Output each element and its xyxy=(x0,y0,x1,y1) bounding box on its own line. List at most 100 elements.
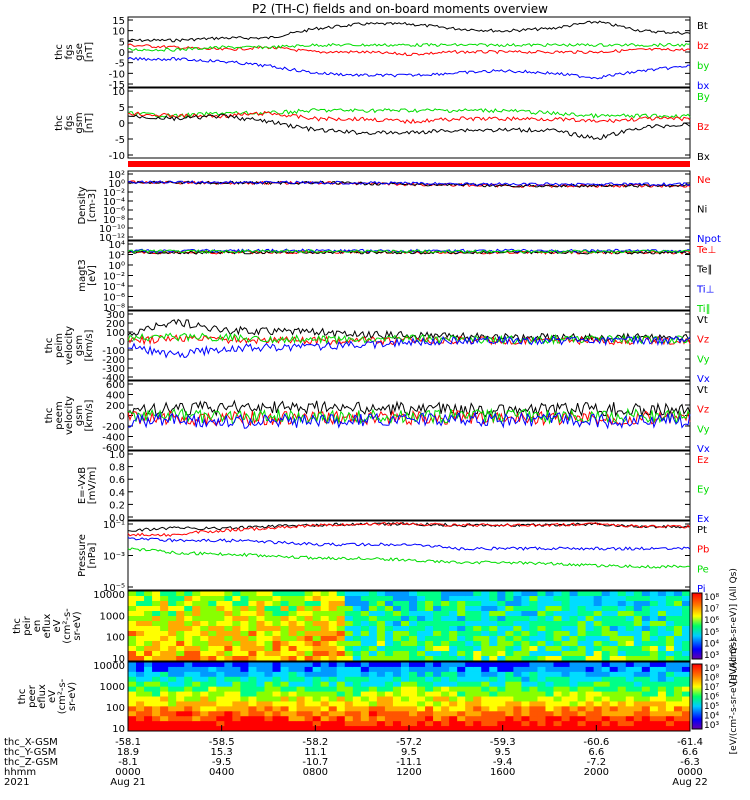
spec-cell xyxy=(272,656,282,662)
spec-cell xyxy=(521,646,530,652)
spec-cell xyxy=(224,666,233,673)
spec-cell xyxy=(425,621,434,627)
spec-cell xyxy=(681,676,691,683)
spec-cell xyxy=(248,616,257,622)
spec-cell xyxy=(465,651,474,657)
spec-cell xyxy=(569,696,579,702)
spec-cell xyxy=(409,611,418,617)
spec-cell xyxy=(152,671,161,678)
spec-cell xyxy=(264,656,274,662)
spec-cell xyxy=(449,651,458,657)
spec-cell xyxy=(481,646,490,652)
spec-cell xyxy=(609,601,619,607)
spec-cell xyxy=(641,641,651,647)
spec-cell xyxy=(473,666,482,673)
spec-cell xyxy=(633,621,643,627)
y-tick-label: 0.4 xyxy=(109,488,125,499)
spec-cell xyxy=(304,706,314,712)
spec-cell xyxy=(409,726,418,732)
spec-cell xyxy=(376,611,386,617)
spec-cell xyxy=(328,606,338,612)
spec-cell xyxy=(272,706,282,712)
spec-cell xyxy=(585,626,595,632)
spec-cell xyxy=(521,616,530,622)
spec-cell xyxy=(312,686,322,693)
spec-cell xyxy=(513,621,522,627)
spec-cell xyxy=(296,646,306,652)
spec-cell xyxy=(384,701,394,707)
spec-cell xyxy=(649,716,659,722)
spec-cell xyxy=(657,696,667,702)
spec-cell xyxy=(601,611,611,617)
spec-cell xyxy=(368,646,378,652)
spec-cell xyxy=(505,636,514,642)
spec-cell xyxy=(256,641,265,647)
spec-cell xyxy=(176,646,185,652)
spec-cell xyxy=(144,656,153,662)
spec-cell xyxy=(417,646,426,652)
spec-cell xyxy=(264,706,274,712)
x-axis-value: -9.5 xyxy=(212,757,232,768)
spec-cell xyxy=(433,636,442,642)
spec-cell xyxy=(449,641,458,647)
spec-cell xyxy=(457,696,466,702)
spec-cell xyxy=(328,621,338,627)
spec-cell xyxy=(649,591,659,597)
panel-frame xyxy=(127,310,691,381)
spec-cell xyxy=(633,626,643,632)
spec-cell xyxy=(248,662,257,668)
x-axis-value: -58.2 xyxy=(302,737,328,748)
spec-cell xyxy=(304,621,314,627)
spec-cell xyxy=(152,706,161,712)
spec-cell xyxy=(569,701,579,707)
spec-cell xyxy=(288,716,298,722)
spec-cell xyxy=(529,596,538,602)
spec-cell xyxy=(392,656,402,662)
spec-cell xyxy=(625,686,635,693)
spec-cell xyxy=(545,691,555,697)
y-tick-label: -5 xyxy=(115,135,125,146)
spec-cell xyxy=(208,606,217,612)
spec-cell xyxy=(513,676,522,683)
spec-cell xyxy=(336,711,346,717)
spec-cell xyxy=(505,621,514,627)
spec-cell xyxy=(625,676,635,683)
series-Vx xyxy=(128,335,691,359)
spec-cell xyxy=(264,651,274,657)
spec-cell xyxy=(192,611,201,617)
spec-cell xyxy=(473,662,482,668)
x-axis-value: -7.2 xyxy=(587,757,607,768)
spec-cell xyxy=(625,651,635,657)
spec-cell xyxy=(617,606,627,612)
colorbar-tick-label: 10³ xyxy=(704,721,719,731)
legend-Pe: Pe xyxy=(697,564,709,575)
spec-cell xyxy=(617,696,627,702)
y-tick-label: 0.6 xyxy=(109,475,125,486)
spec-cell xyxy=(376,696,386,702)
spec-cell xyxy=(529,676,538,683)
spec-cell xyxy=(633,666,643,673)
spec-cell xyxy=(569,621,579,627)
spec-cell xyxy=(617,646,627,652)
spec-cell xyxy=(160,696,169,702)
spec-cell xyxy=(433,606,442,612)
y-axis-label: fgs xyxy=(64,44,75,59)
spec-cell xyxy=(296,616,306,622)
spec-cell xyxy=(497,686,506,693)
spec-cell xyxy=(577,636,587,642)
spec-cell xyxy=(553,711,563,717)
spec-cell xyxy=(665,716,675,722)
spec-cell xyxy=(585,696,595,702)
spec-cell xyxy=(288,676,298,683)
spec-cell xyxy=(601,696,611,702)
spec-cell xyxy=(192,691,201,697)
spec-cell xyxy=(497,691,506,697)
spec-cell xyxy=(272,591,282,597)
spec-cell xyxy=(208,601,217,607)
spec-cell xyxy=(609,616,619,622)
spec-cell xyxy=(577,656,587,662)
spec-cell xyxy=(449,606,458,612)
x-axis: thc_X-GSM -58.1 -58.5 -58.2 -57.2 -59.3 -60.6-… xyxy=(4,725,708,788)
spec-cell xyxy=(529,641,538,647)
spec-cell xyxy=(264,662,274,668)
